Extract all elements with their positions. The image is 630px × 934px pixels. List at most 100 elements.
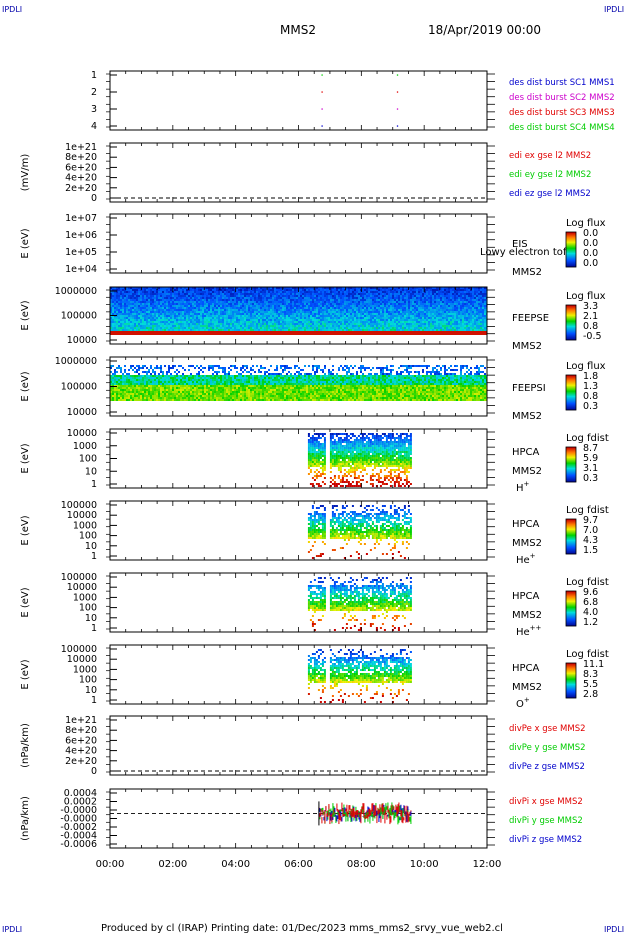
spectrogram-cell [208, 287, 210, 289]
spectrogram-cell [402, 305, 404, 307]
spectrogram-cell [412, 333, 414, 335]
spectrogram-cell [482, 327, 484, 329]
spectrogram-cell [382, 291, 384, 293]
spectrogram-cell [248, 287, 250, 289]
spectrogram-cell [340, 315, 342, 317]
spectrogram-cell [258, 305, 260, 307]
spectrogram-cell [396, 291, 398, 293]
spectrogram-cell [442, 319, 444, 321]
spectrogram-cell [116, 331, 118, 333]
spectrogram-cell [384, 329, 386, 331]
colorbar-step [566, 250, 576, 252]
spectrogram-cell [434, 293, 436, 295]
spectrogram-cell [384, 327, 386, 329]
spectrogram-cell [438, 333, 440, 335]
spectrogram-cell [336, 309, 338, 311]
spectrogram-cell [118, 319, 120, 321]
spectrogram-cell [470, 295, 472, 297]
spectrogram-cell [324, 319, 326, 321]
spectrogram-cell [442, 333, 444, 335]
spectrogram-cell [168, 301, 170, 303]
spectrogram-cell [354, 293, 356, 295]
colorbar-step [566, 264, 576, 266]
spectrogram-cell [336, 301, 338, 303]
spectrogram-cell [340, 327, 342, 329]
spectrogram-cell [180, 321, 182, 323]
spectrogram-cell [354, 321, 356, 323]
spectrogram-cell [150, 305, 152, 307]
spectrogram-cell [258, 307, 260, 309]
spectrogram-cell [458, 299, 460, 301]
spectrogram-cell [128, 329, 130, 331]
spectrogram-cell [304, 287, 306, 289]
spectrogram-cell [460, 329, 462, 331]
spectrogram-cell [176, 321, 178, 323]
spectrogram-cell [240, 331, 242, 333]
spectrogram-cell [474, 323, 476, 325]
spectrogram-cell [298, 293, 300, 295]
spectrogram-cell [302, 315, 304, 317]
spectrogram-cell [404, 327, 406, 329]
spectrogram-cell [254, 287, 256, 289]
spectrogram-cell [396, 301, 398, 303]
spectrogram-cell [412, 315, 414, 317]
spectrogram-cell [470, 333, 472, 335]
spectrogram-cell [328, 309, 330, 311]
colorbar-step [566, 258, 576, 260]
spectrogram-cell [332, 311, 334, 313]
spectrogram-cell [334, 299, 336, 301]
spectrogram-cell [248, 299, 250, 301]
spectrogram-cell [232, 331, 234, 333]
spectrogram-cell [378, 289, 380, 291]
spectrogram-cell [244, 291, 246, 293]
spectrogram-cell [194, 307, 196, 309]
spectrogram-cell [190, 293, 192, 295]
spectrogram-cell [122, 313, 124, 315]
spectrogram-cell [276, 297, 278, 299]
spectrogram-cell [390, 301, 392, 303]
spectrogram-cell [390, 327, 392, 329]
corner-label-top-right: IPDLI [604, 5, 624, 14]
spectrogram-cell [344, 323, 346, 325]
spectrogram-cell [434, 329, 436, 331]
spectrogram-cell [176, 297, 178, 299]
spectrogram-cell [370, 325, 372, 327]
spectrogram-cell [126, 315, 128, 317]
spectrogram-cell [386, 321, 388, 323]
spectrogram-cell [366, 305, 368, 307]
spectrogram-cell [110, 305, 112, 307]
spectrogram-cell [420, 291, 422, 293]
spectrogram-cell [148, 291, 150, 293]
spectrogram-cell [444, 323, 446, 325]
spectrogram-cell [482, 321, 484, 323]
spectrogram-cell [280, 333, 282, 335]
spectrogram-cell [422, 323, 424, 325]
y-axis-label: E (eV) [20, 228, 31, 258]
spectrogram-cell [450, 291, 452, 293]
spectrogram-cell [206, 313, 208, 315]
spectrogram-cell [110, 397, 112, 399]
spectrogram-cell [426, 327, 428, 329]
spectrogram-cell [110, 289, 112, 291]
spectrogram-cell [180, 333, 182, 335]
spectrogram-cell [458, 297, 460, 299]
spectrogram-cell [368, 299, 370, 301]
spectrogram-cell [294, 313, 296, 315]
spectrogram-cell [388, 331, 390, 333]
spectrogram-cell [440, 301, 442, 303]
spectrogram-cell [372, 321, 374, 323]
spectrogram-cell [270, 289, 272, 291]
spectrogram-cell [164, 325, 166, 327]
spectrogram-cell [460, 293, 462, 295]
spectrogram-cell [180, 323, 182, 325]
spectrogram-cell [470, 309, 472, 311]
spectrogram-cell [114, 303, 116, 305]
spectrogram-cell [348, 323, 350, 325]
spectrogram-cell [370, 319, 372, 321]
spectrogram-cell [430, 321, 432, 323]
spectrogram-cell [144, 309, 146, 311]
spectrogram-cell [426, 331, 428, 333]
spectrogram-cell [324, 299, 326, 301]
spectrogram-cell [274, 327, 276, 329]
spectrogram-cell [232, 323, 234, 325]
